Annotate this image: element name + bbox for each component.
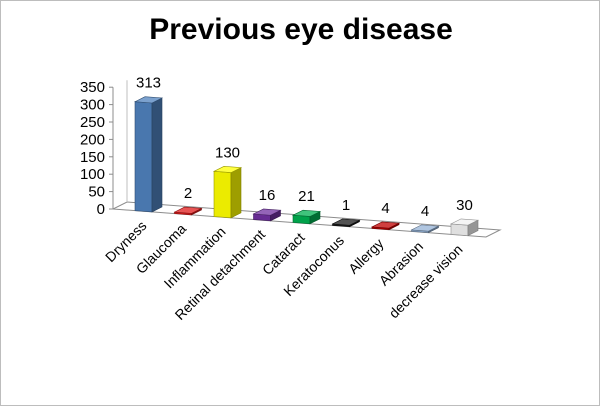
value-label: 1	[342, 197, 350, 214]
bar	[212, 166, 243, 219]
bar-top	[410, 224, 440, 232]
bar	[291, 209, 322, 225]
y-tick-label: 0	[97, 201, 105, 218]
category-label: Allergy	[345, 235, 387, 277]
bar	[331, 218, 361, 228]
bar	[410, 224, 440, 234]
value-label: 313	[136, 75, 161, 92]
value-label: 130	[215, 144, 240, 161]
y-tick-label: 250	[80, 114, 105, 131]
value-label: 4	[421, 203, 429, 220]
bar	[449, 218, 480, 237]
bar-front	[134, 101, 153, 213]
value-label: 16	[259, 187, 276, 204]
bar-front	[213, 171, 232, 219]
bar-front	[450, 223, 469, 236]
value-label: 30	[456, 197, 473, 214]
y-tick-label: 100	[80, 166, 105, 183]
y-tick-label: 350	[80, 79, 105, 96]
bars	[133, 96, 480, 237]
category-label: decrease vision	[386, 241, 466, 321]
bar-side	[151, 97, 163, 213]
bar-top	[449, 218, 480, 226]
bar-top	[173, 206, 203, 214]
chart-title: Previous eye disease	[149, 13, 453, 46]
bar	[370, 221, 401, 231]
bar-top	[252, 208, 282, 216]
bar	[173, 206, 203, 216]
bar-top	[291, 209, 322, 217]
y-tick-label: 300	[80, 97, 105, 114]
bar	[133, 96, 164, 213]
bar	[252, 208, 282, 222]
bar-top	[212, 166, 243, 173]
y-tick-label: 150	[80, 149, 105, 166]
y-tick-label: 200	[80, 131, 105, 148]
value-label: 4	[381, 200, 389, 217]
value-label: 21	[298, 188, 315, 205]
value-label: 2	[184, 185, 192, 202]
value-labels: 313 2 130 16 21 1 4 4 30	[136, 75, 473, 220]
bar-side	[230, 167, 242, 219]
bar-top	[133, 96, 164, 104]
bar-top	[331, 218, 361, 226]
bar-top	[370, 221, 401, 229]
y-tick-label: 50	[88, 184, 105, 201]
